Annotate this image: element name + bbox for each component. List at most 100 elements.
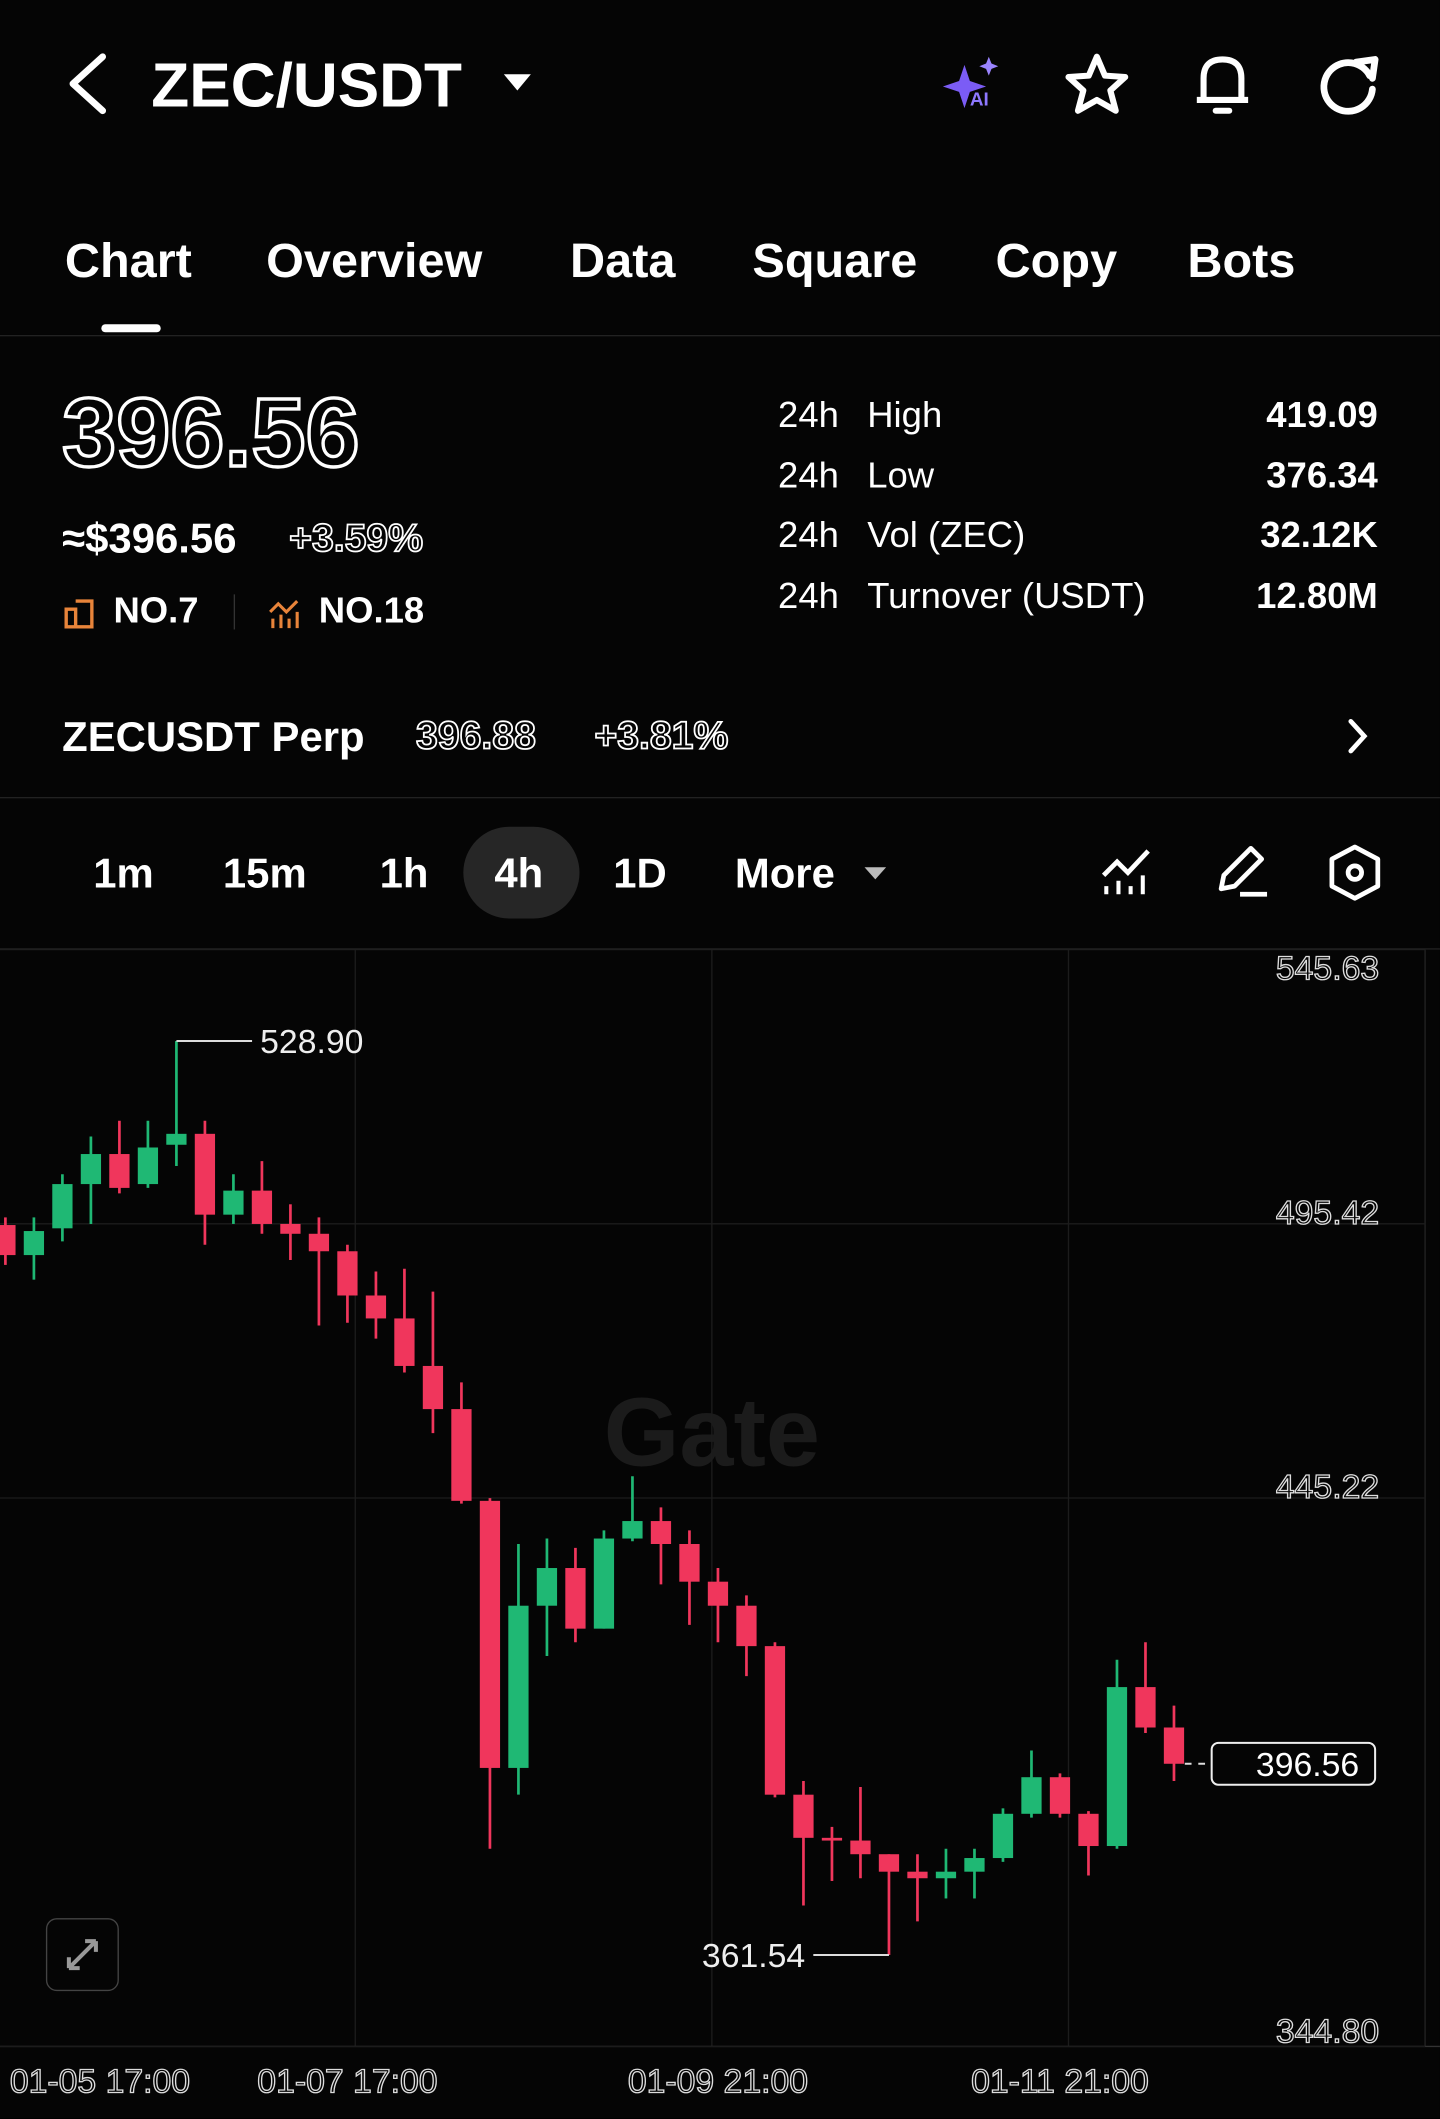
tab-indicator — [101, 324, 161, 333]
stat-period: 24h — [778, 514, 839, 556]
candle-body — [1049, 1777, 1071, 1814]
candle-body — [1106, 1687, 1128, 1847]
y-tick-label: 495.42 — [1276, 1194, 1379, 1232]
interval[interactable]: 4h — [494, 849, 544, 897]
indicator-button[interactable] — [1100, 846, 1154, 900]
y-tick-label: 545.63 — [1276, 949, 1379, 987]
separator — [233, 594, 236, 630]
candle-body — [907, 1871, 928, 1879]
candle-body — [194, 1133, 216, 1215]
candle-body — [52, 1184, 73, 1229]
candle-body — [23, 1231, 45, 1256]
rank: NO.18 — [318, 590, 425, 631]
candle-body — [337, 1251, 358, 1296]
usd-price: ≈$396.56 — [62, 514, 237, 562]
tab[interactable]: Overview — [266, 232, 483, 288]
pair-title[interactable]: ZEC/USDT — [151, 49, 462, 121]
candle-body — [0, 1225, 16, 1256]
tab[interactable]: Square — [752, 232, 918, 288]
candle-body — [280, 1223, 301, 1234]
stat-value: 12.80M — [1256, 574, 1378, 616]
interval[interactable]: 1m — [93, 849, 154, 897]
candle-body — [223, 1190, 244, 1215]
candle-body — [80, 1154, 102, 1185]
trend-icon — [269, 600, 299, 629]
tab[interactable]: Copy — [995, 232, 1118, 288]
rank: NO.7 — [113, 590, 199, 631]
annotation-label: 528.90 — [260, 1023, 363, 1061]
alert-button[interactable] — [1189, 49, 1257, 119]
candle-body — [622, 1521, 643, 1539]
y-tick-label: 344.80 — [1276, 2012, 1379, 2050]
interval[interactable]: 1h — [379, 849, 429, 897]
candle-body — [536, 1568, 558, 1606]
candle-body — [565, 1568, 586, 1629]
candle-body — [251, 1190, 273, 1224]
stat-value: 376.34 — [1266, 454, 1378, 496]
tab[interactable]: Bots — [1187, 232, 1296, 288]
candle-body — [1163, 1727, 1185, 1764]
perp-price: 396.88 — [415, 714, 537, 758]
pair-dropdown[interactable] — [500, 70, 535, 94]
divider — [0, 334, 1440, 337]
candle-body — [422, 1365, 444, 1410]
tab[interactable]: Data — [570, 232, 676, 288]
candle-body — [365, 1295, 387, 1319]
divider — [0, 948, 1440, 950]
candle-body — [935, 1871, 957, 1879]
perp-chevron[interactable] — [1343, 716, 1373, 757]
candle-body — [1021, 1777, 1042, 1814]
interval-more[interactable]: More — [734, 849, 835, 897]
svg-text:AI: AI — [970, 89, 989, 110]
candle-body — [166, 1133, 187, 1145]
stat-label: Turnover (USDT) — [867, 574, 1146, 616]
back-button[interactable] — [62, 51, 116, 116]
stat-period: 24h — [778, 454, 839, 496]
stat-period: 24h — [778, 394, 839, 435]
perp-change: +3.81% — [593, 714, 729, 758]
candle-body — [650, 1521, 672, 1544]
stat-value: 32.12K — [1260, 514, 1378, 556]
settings-button[interactable] — [1326, 843, 1383, 902]
interval-selected-bg — [463, 826, 580, 919]
candle-body — [992, 1813, 1014, 1859]
stat-label: Vol (ZEC) — [867, 514, 1026, 556]
divider — [0, 796, 1440, 799]
x-tick-label: 01-09 21:00 — [628, 2062, 808, 2100]
candle-body — [593, 1538, 615, 1629]
favorite-button[interactable] — [1062, 51, 1132, 119]
annotation-label: 361.54 — [702, 1937, 805, 1975]
more-dropdown[interactable] — [862, 865, 889, 884]
rank-icon — [64, 599, 94, 629]
candle-body — [308, 1233, 330, 1252]
fullscreen-button[interactable] — [45, 1918, 119, 1992]
candle-body — [109, 1154, 130, 1188]
ai-icon[interactable]: AI — [937, 54, 1002, 113]
stat-label: High — [867, 394, 943, 435]
price-change: +3.59% — [288, 517, 424, 561]
last-price-label: 396.56 — [1256, 1746, 1359, 1784]
candle-body — [137, 1147, 159, 1185]
last-price: 396.56 — [60, 379, 361, 488]
candle-body — [679, 1543, 700, 1582]
draw-button[interactable] — [1213, 843, 1272, 900]
candle-body — [736, 1605, 757, 1647]
x-tick-label: 01-05 17:00 — [10, 2062, 190, 2100]
perp-name[interactable]: ZECUSDT Perp — [62, 713, 365, 761]
interval[interactable]: 15m — [222, 849, 307, 897]
candle-body — [821, 1837, 843, 1841]
last-price-box — [1210, 1741, 1377, 1786]
candle-body — [508, 1605, 529, 1768]
tab[interactable]: Chart — [64, 232, 192, 288]
candle-body — [1078, 1813, 1099, 1847]
interval[interactable]: 1D — [613, 849, 667, 897]
candle-body — [707, 1581, 729, 1606]
x-tick-label: 01-11 21:00 — [971, 2062, 1149, 2100]
candle-body — [1135, 1687, 1156, 1728]
candle-body — [451, 1409, 472, 1501]
candle-body — [878, 1854, 900, 1872]
stat-label: Low — [867, 454, 935, 496]
candle-body — [479, 1500, 501, 1768]
refresh-button[interactable] — [1316, 51, 1384, 119]
